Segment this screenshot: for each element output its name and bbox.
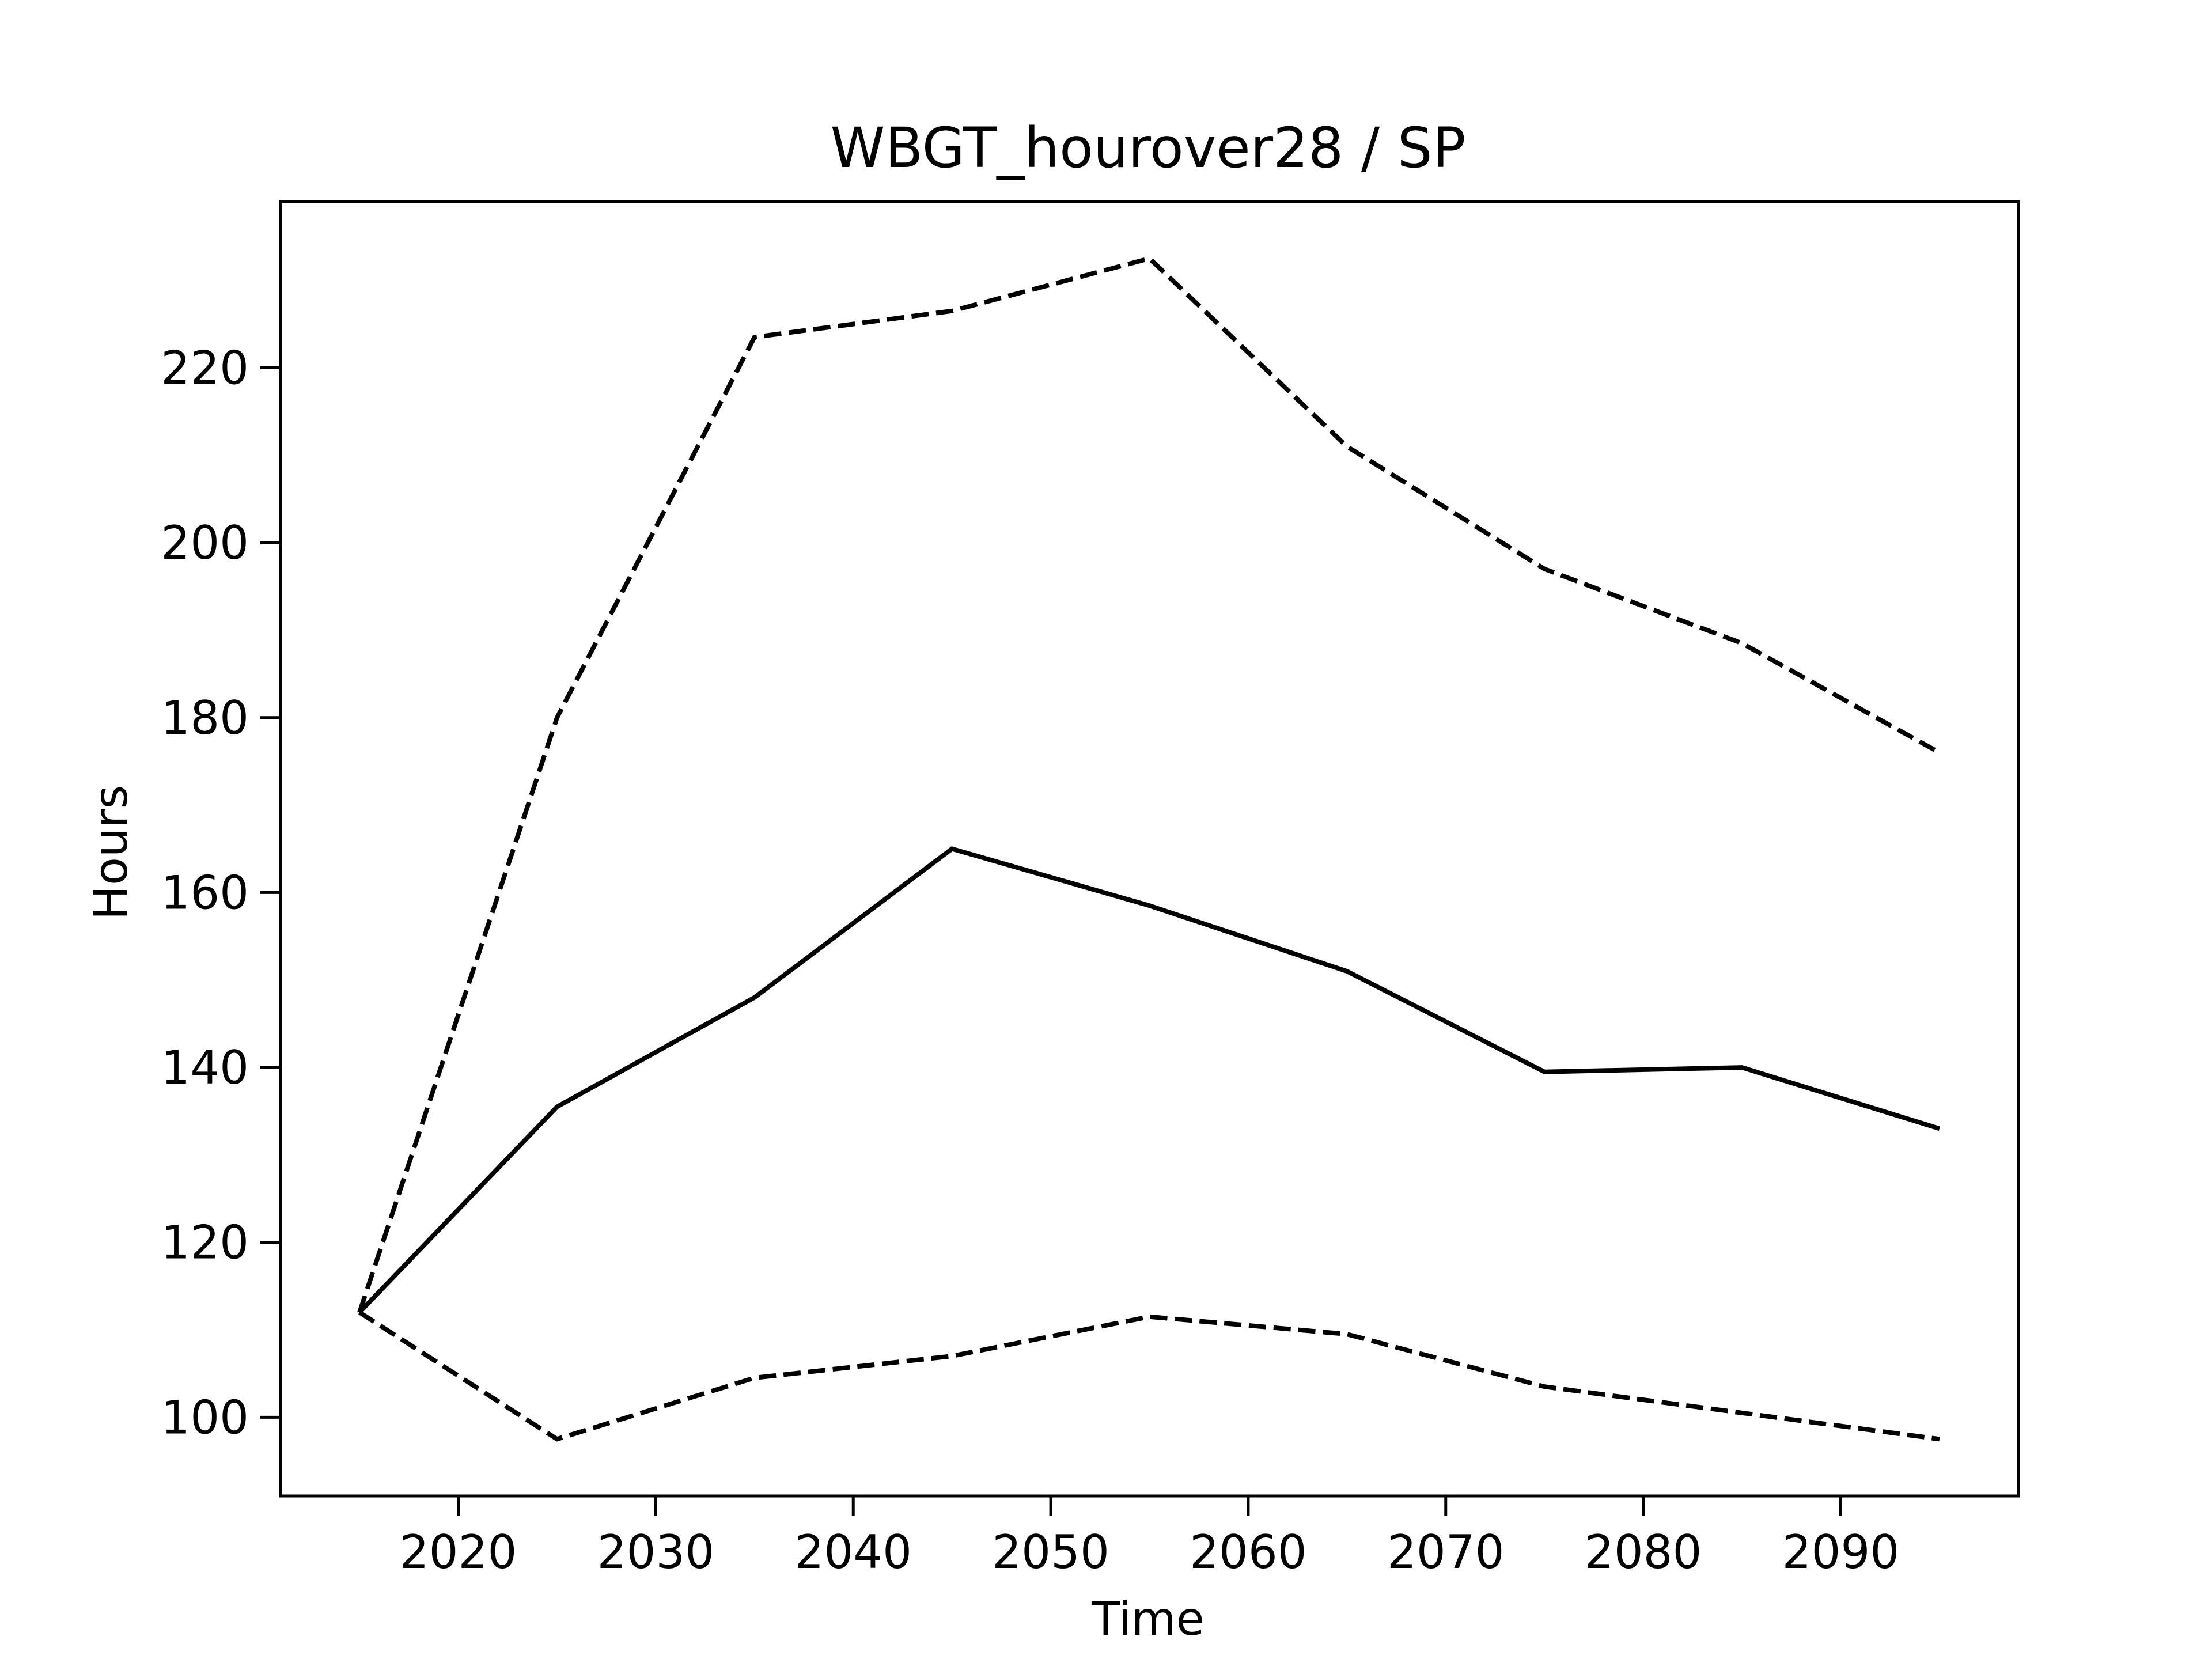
x-tick-label: 2090: [1782, 1525, 1900, 1579]
y-axis: 100 120 140 160 180 200 220: [161, 341, 281, 1444]
y-tick-label: 140: [161, 1041, 249, 1094]
x-tick-label: 2070: [1387, 1525, 1505, 1579]
y-tick-label: 180: [161, 691, 249, 745]
x-tick-label: 2050: [992, 1525, 1109, 1579]
x-tick-label: 2060: [1190, 1525, 1307, 1579]
x-tick-label: 2030: [597, 1525, 715, 1579]
y-tick-label: 220: [161, 341, 249, 395]
y-axis-label: Hours: [84, 785, 138, 920]
series-layer: [357, 256, 1941, 1442]
x-tick-label: 2040: [794, 1525, 912, 1579]
chart-title: WBGT_hourover28 / SP: [831, 116, 1466, 180]
y-tick-label: 120: [161, 1216, 249, 1270]
y-tick-label: 160: [161, 866, 249, 919]
x-tick-label: 2080: [1585, 1525, 1702, 1579]
plot-frame: [279, 200, 2020, 1498]
median-line: [358, 846, 1941, 1314]
y-tick-label: 200: [161, 516, 249, 570]
upper-bound-line: [357, 256, 1941, 1313]
x-axis: 2020 2030 2040 2050 2060 2070 2080 2090: [400, 1496, 1899, 1579]
x-axis-label: Time: [1091, 1592, 1205, 1646]
y-tick-label: 100: [161, 1391, 249, 1444]
x-tick-label: 2020: [400, 1525, 517, 1579]
lower-bound-line: [358, 1310, 1940, 1442]
